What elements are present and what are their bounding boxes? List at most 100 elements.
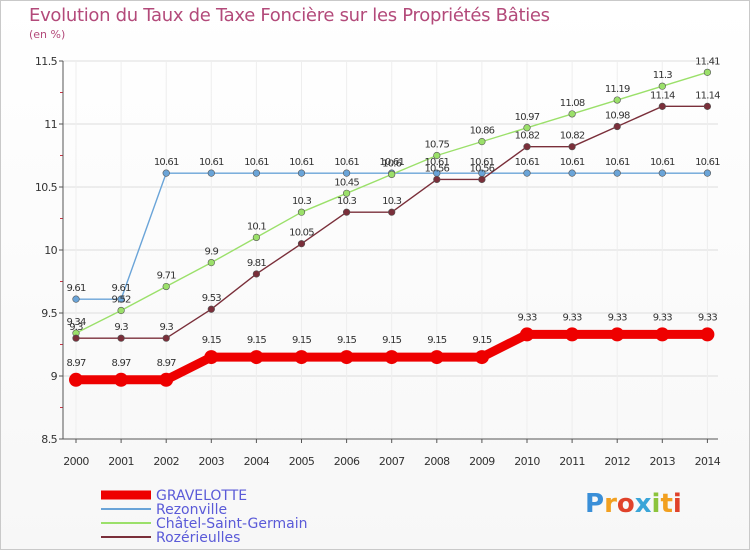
legend-label: GRAVELOTTE bbox=[156, 488, 247, 504]
data-point bbox=[388, 208, 396, 216]
data-point bbox=[433, 175, 441, 184]
y-tick-label: 11.5 bbox=[35, 55, 58, 68]
data-label: 11.41 bbox=[695, 56, 720, 67]
data-point bbox=[658, 82, 666, 90]
x-tick-label: 2011 bbox=[559, 455, 585, 468]
data-point bbox=[72, 295, 80, 303]
data-label: 10.56 bbox=[470, 163, 495, 174]
legend: GRAVELOTTERezonvilleChâtel-Saint-Germain… bbox=[101, 488, 308, 546]
data-point bbox=[613, 96, 621, 104]
data-label: 11.14 bbox=[695, 90, 720, 101]
x-tick-label: 2013 bbox=[649, 455, 675, 468]
data-label: 9.53 bbox=[202, 293, 222, 304]
data-point bbox=[610, 327, 625, 342]
data-label: 9.71 bbox=[157, 271, 177, 282]
data-point bbox=[658, 102, 666, 110]
data-point bbox=[252, 169, 260, 177]
data-point bbox=[613, 122, 621, 131]
data-label: 9.33 bbox=[563, 312, 583, 323]
data-label: 10.61 bbox=[695, 157, 720, 168]
data-point bbox=[384, 350, 399, 365]
data-point bbox=[162, 169, 170, 177]
data-point bbox=[520, 327, 534, 342]
y-tick-label: 10.5 bbox=[35, 181, 58, 194]
data-label: 9.3 bbox=[114, 322, 128, 333]
unit-label: (en %) bbox=[29, 28, 66, 41]
data-label: 9.15 bbox=[292, 335, 312, 346]
data-point bbox=[523, 169, 531, 177]
data-label: 9.15 bbox=[337, 335, 357, 346]
data-label: 8.97 bbox=[157, 358, 177, 369]
x-tick-label: 2010 bbox=[514, 455, 540, 468]
data-label: 10.05 bbox=[289, 228, 314, 239]
data-label: 9.3 bbox=[69, 322, 83, 333]
legend-label: Châtel-Saint-Germain bbox=[156, 516, 308, 532]
data-point bbox=[207, 169, 215, 177]
x-tick-label: 2000 bbox=[63, 455, 89, 468]
y-tick-label: 9.5 bbox=[41, 307, 57, 320]
data-point bbox=[429, 350, 444, 365]
x-tick-label: 2012 bbox=[604, 455, 630, 468]
data-label: 10.75 bbox=[424, 140, 449, 151]
data-label: 10.61 bbox=[605, 157, 630, 168]
y-tick-label: 8.5 bbox=[41, 433, 57, 446]
y-tick-label: 10 bbox=[44, 244, 57, 257]
x-tick-label: 2004 bbox=[244, 455, 270, 468]
data-label: 9.15 bbox=[202, 335, 222, 346]
x-tick-label: 2001 bbox=[108, 455, 134, 468]
data-label: 10.61 bbox=[154, 157, 179, 168]
data-label: 9.52 bbox=[112, 294, 132, 305]
data-point bbox=[162, 282, 170, 291]
x-tick-label: 2009 bbox=[469, 455, 495, 468]
logo-letter: i bbox=[672, 489, 682, 519]
data-point bbox=[700, 327, 715, 342]
data-point bbox=[433, 151, 441, 160]
data-label: 10.45 bbox=[334, 177, 359, 188]
data-label: 11.08 bbox=[560, 98, 585, 109]
logo-letter: x bbox=[634, 489, 652, 519]
data-point bbox=[207, 259, 215, 267]
x-tick-label: 2007 bbox=[379, 455, 405, 468]
data-point bbox=[343, 169, 351, 177]
data-point bbox=[343, 208, 351, 216]
logo-letter: o bbox=[616, 489, 635, 519]
data-point bbox=[523, 143, 531, 151]
data-point bbox=[478, 175, 486, 184]
x-tick-label: 2003 bbox=[198, 455, 224, 468]
data-point bbox=[204, 350, 219, 365]
data-point bbox=[474, 350, 489, 365]
data-label: 8.97 bbox=[112, 358, 132, 369]
data-label: 11.3 bbox=[653, 70, 673, 81]
x-tick-label: 2008 bbox=[424, 455, 450, 468]
x-tick-label: 2014 bbox=[695, 455, 721, 468]
data-label: 9.15 bbox=[382, 335, 402, 346]
logo-letter: P bbox=[585, 489, 605, 519]
data-label: 10.61 bbox=[244, 157, 269, 168]
data-label: 10.3 bbox=[292, 196, 312, 207]
x-tick-label: 2005 bbox=[289, 455, 315, 468]
data-label: 10.3 bbox=[382, 196, 402, 207]
data-point bbox=[568, 110, 576, 118]
data-labels-layer: 8.97 8.97 8.97 9.15 9.15 9.15 9.15 9.15 9.15 9.15… bbox=[66, 56, 720, 368]
legend-label: Rozérieulles bbox=[156, 530, 240, 546]
data-label: 10.61 bbox=[650, 157, 675, 168]
data-label: 10.56 bbox=[424, 163, 449, 174]
data-point bbox=[69, 372, 83, 387]
data-label: 10.98 bbox=[605, 111, 630, 122]
data-label: 9.61 bbox=[112, 283, 132, 294]
data-label: 10.86 bbox=[470, 126, 495, 137]
data-label: 11.14 bbox=[650, 90, 675, 101]
data-point bbox=[655, 327, 670, 342]
data-label: 9.33 bbox=[653, 312, 673, 323]
axes-layer: 8.5 9 9.5 10 10.5 11 11.5 2000 2001 2002 2003 2004 2… bbox=[35, 55, 721, 468]
data-point bbox=[703, 68, 712, 76]
data-label: 9.61 bbox=[66, 283, 86, 294]
data-point bbox=[568, 169, 576, 177]
data-point bbox=[252, 233, 260, 241]
proxiti-logo: Proxiti bbox=[585, 489, 682, 519]
data-point bbox=[117, 334, 125, 342]
data-point bbox=[388, 170, 396, 178]
data-point bbox=[294, 350, 309, 365]
